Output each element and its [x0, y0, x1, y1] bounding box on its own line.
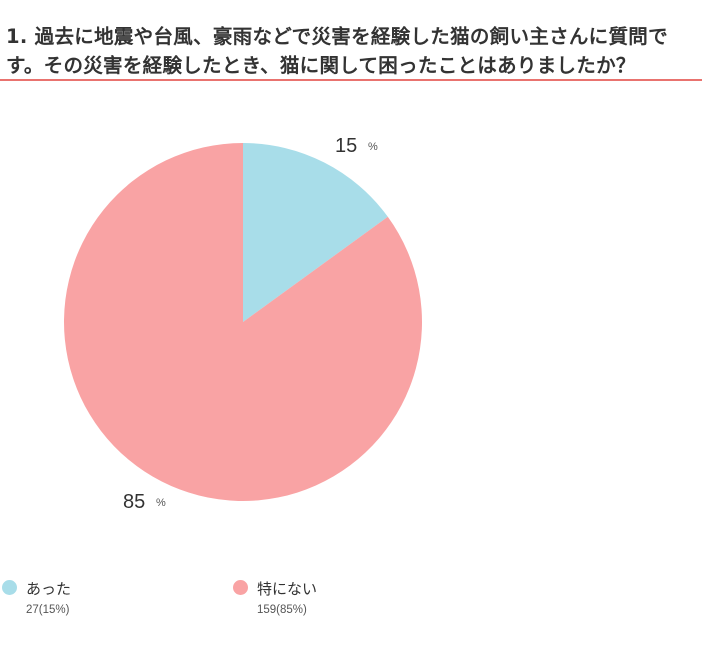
pie-slice-label-1: 15	[335, 135, 357, 157]
legend-label-1: あった	[26, 580, 72, 598]
question-title: 1. 過去に地震や台風、豪雨などで災害を経験した猫の飼い主さんに質問です。その災…	[6, 25, 668, 77]
legend-swatch-2	[233, 580, 248, 595]
legend-label-2: 特にない	[257, 580, 318, 598]
pie-labels: 15 % 85%	[123, 135, 378, 513]
pie-slices	[63, 143, 422, 502]
legend-swatch-1	[2, 580, 17, 595]
pie-slice-2	[63, 143, 422, 502]
legend-count-1: 27(15%)	[26, 604, 70, 616]
legend-count-2: 159(85%)	[257, 604, 307, 616]
pie-slice-1	[243, 143, 388, 322]
title-divider	[0, 79, 702, 81]
pie-slice-label-2: 85	[123, 491, 145, 513]
pie-slice-percent-sign-2: %	[156, 497, 166, 509]
pie-slice-percent-sign-1: %	[368, 141, 378, 153]
